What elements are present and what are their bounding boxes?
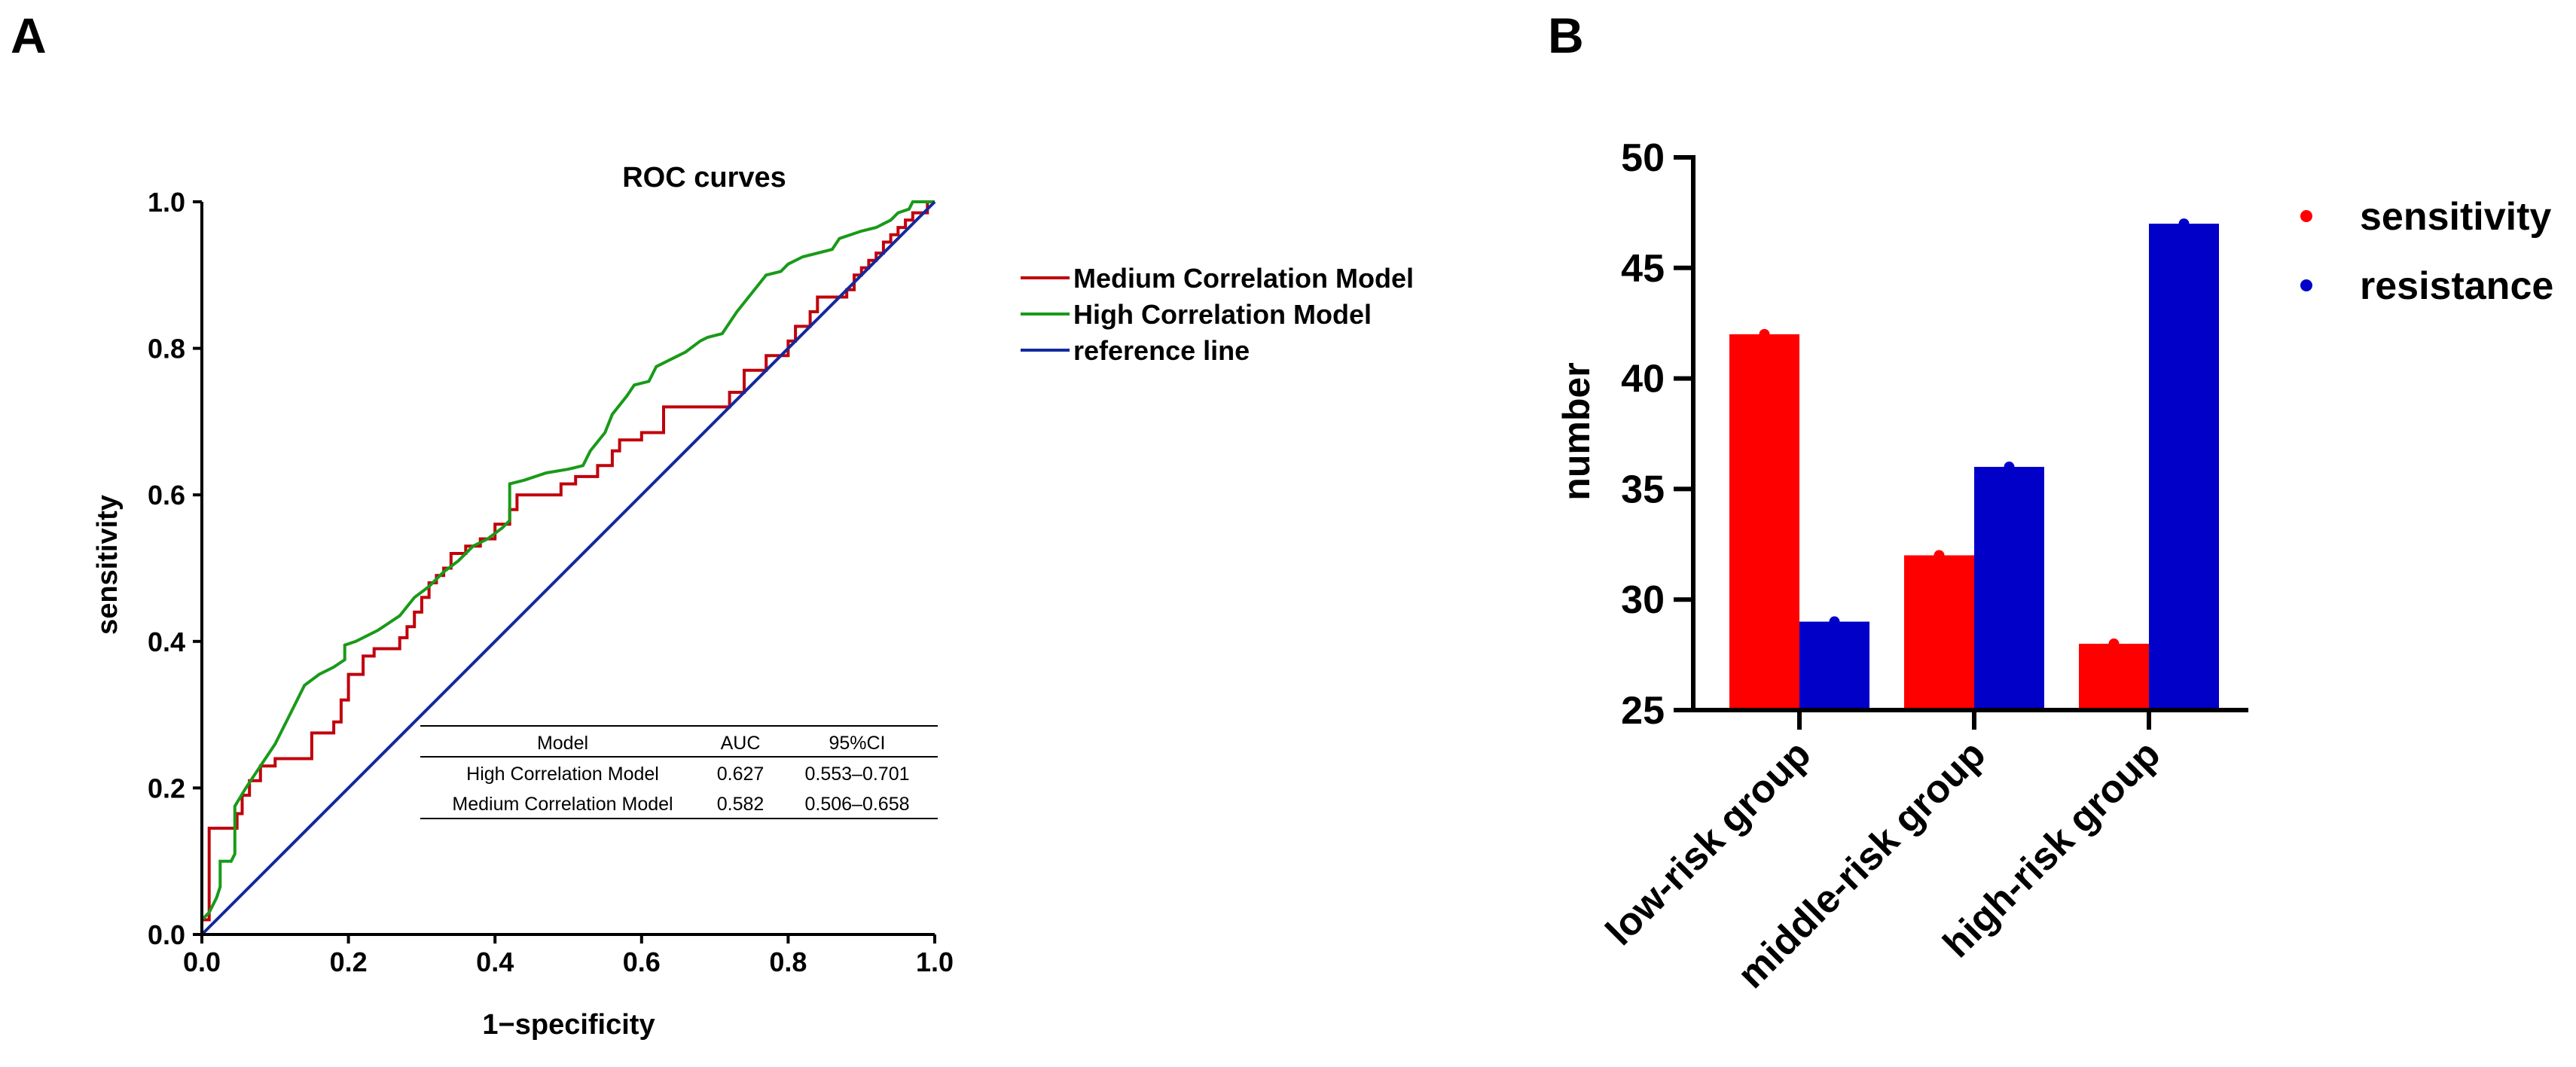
bar-point-sensitivity xyxy=(1759,328,1770,340)
roc-series-line-1 xyxy=(200,200,935,934)
roc-x-tick-label: 0.6 xyxy=(623,947,661,977)
roc-table-cell: High Correlation Model xyxy=(466,764,659,785)
roc-x-tick-label: 1.0 xyxy=(916,947,954,977)
bar-legend-marker xyxy=(2300,210,2312,222)
bar-sensitivity xyxy=(1729,334,1799,710)
bar-sensitivity xyxy=(2079,643,2149,710)
bar-legend-marker xyxy=(2300,279,2312,291)
bar-y-tick-label: 30 xyxy=(1621,578,1665,622)
bar-y-tick-label: 40 xyxy=(1621,358,1665,401)
roc-x-tick-label: 0.8 xyxy=(769,947,807,977)
roc-series-line-2 xyxy=(200,200,936,936)
roc-y-axis-label: sensitivity xyxy=(92,495,124,635)
bar-legend: sensitivity resistance xyxy=(2300,195,2553,308)
bar-point-sensitivity xyxy=(2108,638,2120,649)
roc-chart: ROC curves 1−specificity sensitivity 0.0… xyxy=(92,162,1414,1041)
bar-resistance xyxy=(1799,621,1869,710)
roc-y-tick-label: 0.0 xyxy=(148,919,185,950)
roc-plot-area: 0.0 0.2 0.4 0.6 0.8 1.0 0.0 0.2 0.4 0.6 0.8 1.0 xyxy=(148,187,954,977)
bar-sensitivity xyxy=(1904,555,1974,710)
roc-legend-label: reference line xyxy=(1073,335,1250,366)
roc-y-tick-label: 0.2 xyxy=(148,773,185,803)
roc-table-cell: 0.553–0.701 xyxy=(804,764,909,785)
roc-legend-label: Medium Correlation Model xyxy=(1073,263,1414,294)
roc-x-tick-label: 0.4 xyxy=(476,947,514,977)
roc-x-tick-label: 0.2 xyxy=(330,947,368,977)
roc-table-cell: 0.506–0.658 xyxy=(804,794,909,815)
bar-legend-label: resistance xyxy=(2360,264,2553,308)
roc-y-tick-label: 1.0 xyxy=(148,187,185,218)
bar-point-resistance xyxy=(1829,616,1840,627)
panel-a-letter: A xyxy=(11,8,47,63)
roc-table-cell: 0.627 xyxy=(717,764,765,785)
bar-legend-label: sensitivity xyxy=(2360,195,2551,239)
roc-auc-table: Model AUC 95%CI High Correlation Model 0.627… xyxy=(420,725,938,819)
bar-y-tick-label: 35 xyxy=(1621,468,1665,511)
roc-legend: Medium Correlation Model High Correlation… xyxy=(1021,263,1414,366)
roc-y-tick-label: 0.8 xyxy=(148,334,185,364)
roc-table-header-cell: AUC xyxy=(721,733,761,754)
bar-resistance xyxy=(2149,224,2219,711)
bar-point-resistance xyxy=(2004,462,2015,473)
roc-table-cell: 0.582 xyxy=(717,794,765,815)
bar-point-sensitivity xyxy=(1934,550,1945,561)
bar-point-resistance xyxy=(2178,218,2190,230)
bar-y-tick-label: 45 xyxy=(1621,247,1665,291)
panel-b-letter: B xyxy=(1548,8,1584,63)
roc-y-tick-label: 0.6 xyxy=(148,480,185,511)
roc-table-cell: Medium Correlation Model xyxy=(452,794,673,815)
bar-y-tick-label: 25 xyxy=(1621,689,1665,733)
roc-x-axis-label: 1−specificity xyxy=(482,1009,655,1041)
bar-y-axis-label: number xyxy=(1555,362,1598,500)
roc-title: ROC curves xyxy=(622,162,786,194)
roc-table-header-cell: 95%CI xyxy=(829,733,885,754)
bar-resistance xyxy=(1974,467,2044,710)
roc-x-tick-label: 0.0 xyxy=(183,947,221,977)
roc-series-line-0 xyxy=(200,200,935,934)
roc-y-tick-label: 0.4 xyxy=(148,626,185,657)
roc-legend-label: High Correlation Model xyxy=(1073,299,1372,330)
roc-table-header-cell: Model xyxy=(537,733,588,754)
bar-y-tick-label: 50 xyxy=(1621,136,1665,180)
